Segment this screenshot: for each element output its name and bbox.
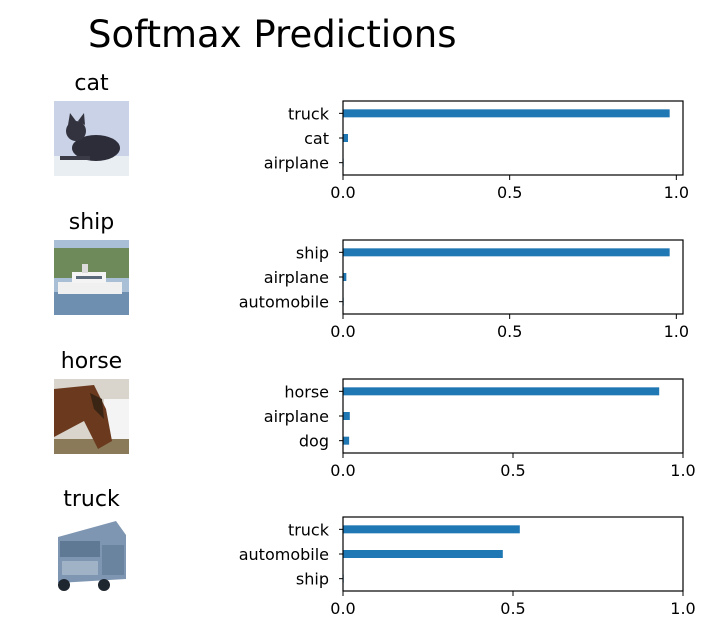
- x-tick-label: 1.0: [664, 183, 689, 202]
- y-tick-label: airplane: [264, 407, 329, 426]
- y-tick-label: truck: [288, 104, 330, 123]
- bar-airplane: [343, 412, 350, 420]
- image-title: ship: [69, 210, 114, 235]
- axes-frame: [342, 239, 684, 315]
- x-tick-label: 0.0: [330, 599, 355, 618]
- x-tick-label: 0.0: [330, 322, 355, 341]
- x-tick-label: 0.0: [330, 461, 355, 480]
- x-tick-label: 1.0: [670, 461, 695, 480]
- y-tick-label: airplane: [264, 154, 329, 173]
- bar-airplane: [343, 273, 347, 281]
- y-tick-label: truck: [288, 520, 330, 539]
- bar-truck: [343, 525, 520, 534]
- x-tick-label: 1.0: [670, 599, 695, 618]
- bar-cat: [343, 134, 348, 142]
- x-tick-label: 0.5: [500, 461, 525, 480]
- y-tick-label: dog: [299, 432, 329, 451]
- y-tick-label: cat: [304, 129, 329, 148]
- axes-frame: [342, 100, 684, 176]
- cat-photo-icon: [54, 101, 129, 176]
- x-tick-label: 0.5: [500, 599, 525, 618]
- x-tick-label: 0.5: [497, 183, 522, 202]
- bar-horse: [343, 387, 660, 396]
- y-tick-label: automobile: [239, 545, 329, 564]
- x-tick-label: 0.5: [497, 322, 522, 341]
- x-tick-label: 0.0: [330, 183, 355, 202]
- bar-dog: [343, 436, 350, 445]
- image-title: horse: [61, 349, 122, 374]
- y-tick-label: airplane: [264, 268, 329, 287]
- y-tick-label: ship: [296, 243, 329, 262]
- bar-truck: [343, 109, 670, 118]
- y-tick-label: horse: [284, 382, 329, 401]
- figure-title: Softmax Predictions: [88, 13, 456, 56]
- horse-photo-icon: [54, 379, 129, 454]
- bar-automobile: [343, 550, 503, 558]
- ship-photo-icon: [54, 240, 129, 315]
- bar-ship: [343, 248, 670, 257]
- y-tick-label: ship: [296, 570, 329, 589]
- truck-photo-icon: [54, 517, 129, 592]
- image-title: truck: [63, 487, 120, 512]
- image-title: cat: [74, 71, 109, 96]
- x-tick-label: 1.0: [664, 322, 689, 341]
- y-tick-label: automobile: [239, 293, 329, 312]
